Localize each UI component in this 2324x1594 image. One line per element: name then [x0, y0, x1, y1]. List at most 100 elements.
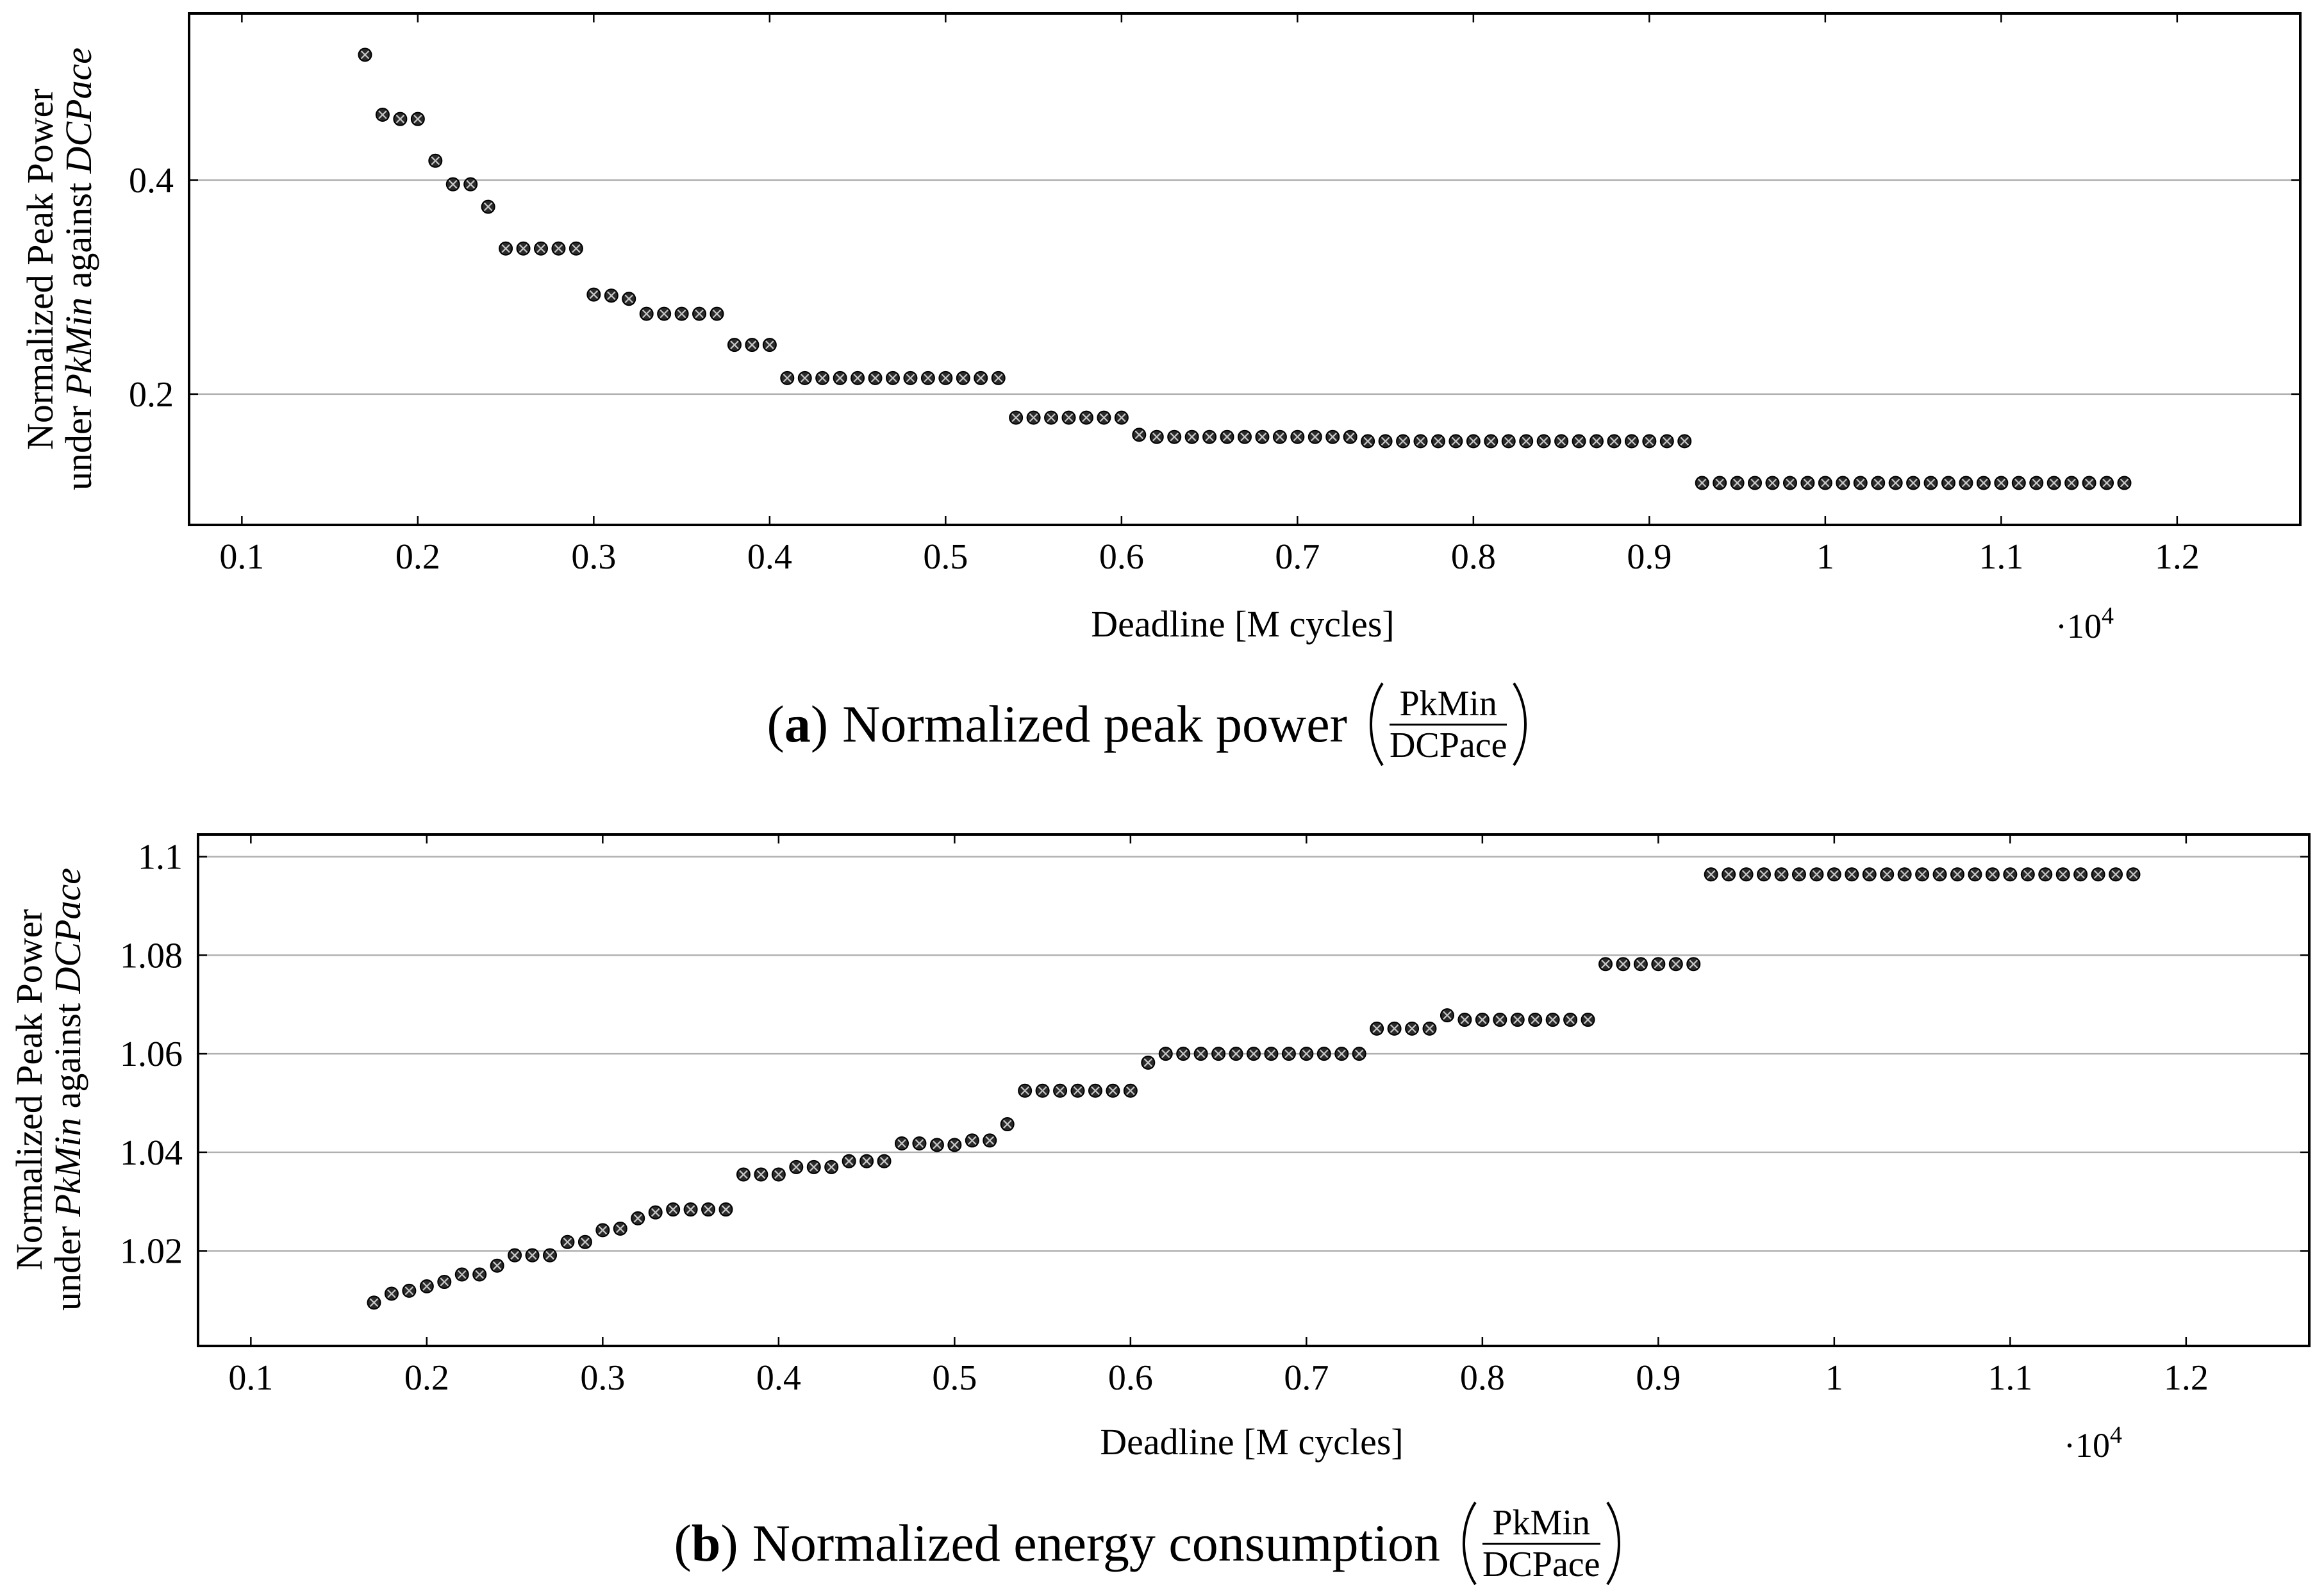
marker-cross	[510, 1250, 519, 1260]
data-point	[1994, 476, 2009, 490]
x-multiplier-base: ·10	[2055, 607, 2102, 645]
data-point	[1624, 434, 1639, 449]
marker-cross	[572, 244, 581, 253]
y-axis-label-text: against	[58, 174, 99, 298]
data-point	[806, 1159, 821, 1174]
data-point	[1897, 867, 1912, 882]
marker-cross	[1082, 413, 1091, 422]
marker-cross	[378, 110, 387, 119]
data-point	[1730, 476, 1745, 490]
marker-cross	[1855, 478, 1865, 488]
data-point	[1633, 957, 1648, 972]
data-point	[1053, 1083, 1068, 1098]
marker-cross	[1741, 870, 1751, 879]
marker-cross	[1495, 1015, 1505, 1024]
data-point	[1299, 1047, 1314, 1061]
marker-cross	[1574, 436, 1584, 446]
marker-cross	[1011, 413, 1020, 422]
marker-cross	[897, 1139, 906, 1148]
data-point	[833, 370, 847, 385]
data-point	[1765, 476, 1780, 490]
marker-cross	[1240, 432, 1249, 442]
data-point	[1352, 1047, 1366, 1061]
data-point	[384, 1286, 399, 1301]
data-point	[1923, 476, 1938, 490]
fraction-numerator: PkMin	[1492, 1502, 1591, 1543]
marker-cross	[1882, 870, 1891, 879]
marker-cross	[1689, 959, 1698, 968]
data-point	[718, 1202, 733, 1217]
data-point	[1510, 1013, 1525, 1027]
data-point	[1035, 1083, 1050, 1098]
marker-cross	[1636, 959, 1645, 968]
marker-cross	[1091, 1086, 1100, 1095]
marker-cross	[1425, 1024, 1434, 1033]
data-point	[1554, 434, 1569, 449]
data-point	[1026, 410, 1041, 425]
data-point	[1176, 1047, 1191, 1061]
data-point	[1255, 429, 1270, 444]
data-point	[463, 177, 478, 192]
left-parenthesis	[1463, 1501, 1477, 1586]
data-point	[1132, 428, 1147, 442]
fraction-bar	[1482, 1542, 1600, 1545]
y-axis-label-text: against	[47, 994, 88, 1118]
data-point	[437, 1275, 452, 1290]
data-point	[1158, 1047, 1173, 1061]
marker-cross	[1830, 870, 1839, 879]
data-point	[674, 306, 689, 321]
data-point	[877, 1154, 892, 1168]
marker-cross	[492, 1261, 502, 1270]
data-point	[1361, 434, 1375, 449]
y-axis-label-term: PkMin	[58, 297, 99, 397]
data-point	[2117, 476, 2132, 490]
y-tick-label: 1.04	[120, 1133, 183, 1173]
data-point	[727, 338, 742, 353]
marker-cross	[1522, 436, 1531, 446]
data-point	[1607, 434, 1622, 449]
marker-cross	[607, 291, 616, 301]
y-axis-label-line2: under PkMin against DCPace	[47, 833, 88, 1346]
data-point	[1642, 434, 1657, 449]
marker-cross	[2005, 870, 2015, 879]
data-point	[983, 1133, 997, 1148]
marker-cross	[633, 1214, 643, 1223]
marker-cross	[1293, 432, 1302, 442]
data-point	[1791, 867, 1806, 882]
marker-cross	[1548, 1015, 1557, 1024]
marker-cross	[404, 1286, 414, 1295]
data-point	[1061, 410, 1076, 425]
data-point	[2109, 867, 2123, 882]
data-point	[1457, 1013, 1472, 1027]
marker-cross	[1249, 1049, 1258, 1058]
marker-cross	[1944, 478, 1953, 488]
x-tick-label: 0.8	[1460, 1358, 1505, 1398]
marker-cross	[888, 374, 897, 383]
marker-cross	[616, 1224, 625, 1233]
data-point	[1782, 476, 1797, 490]
x-tick-label: 0.8	[1451, 537, 1496, 577]
marker-cross	[774, 1170, 783, 1179]
marker-cross	[1715, 478, 1724, 488]
marker-cross	[1803, 478, 1813, 488]
x-tick-label: 0.1	[219, 537, 264, 577]
y-axis-label-line1: Normalized Peak Power	[19, 88, 61, 450]
data-point	[2029, 476, 2044, 490]
marker-cross	[985, 1136, 995, 1145]
data-point	[375, 108, 390, 122]
data-point	[499, 241, 513, 256]
marker-cross	[413, 114, 422, 124]
y-axis-label: Normalized Peak Power under PkMin agains…	[8, 833, 88, 1346]
marker-cross	[1443, 1011, 1452, 1020]
marker-cross	[2032, 478, 2041, 488]
data-point	[1581, 1013, 1595, 1027]
marker-cross	[1126, 1086, 1135, 1095]
marker-cross	[651, 1208, 660, 1217]
data-point	[1167, 429, 1182, 444]
marker-cross	[827, 1163, 836, 1172]
data-point	[974, 370, 988, 385]
data-point	[419, 1279, 434, 1293]
x-tick-label: 0.6	[1099, 537, 1144, 577]
data-point	[622, 292, 636, 306]
